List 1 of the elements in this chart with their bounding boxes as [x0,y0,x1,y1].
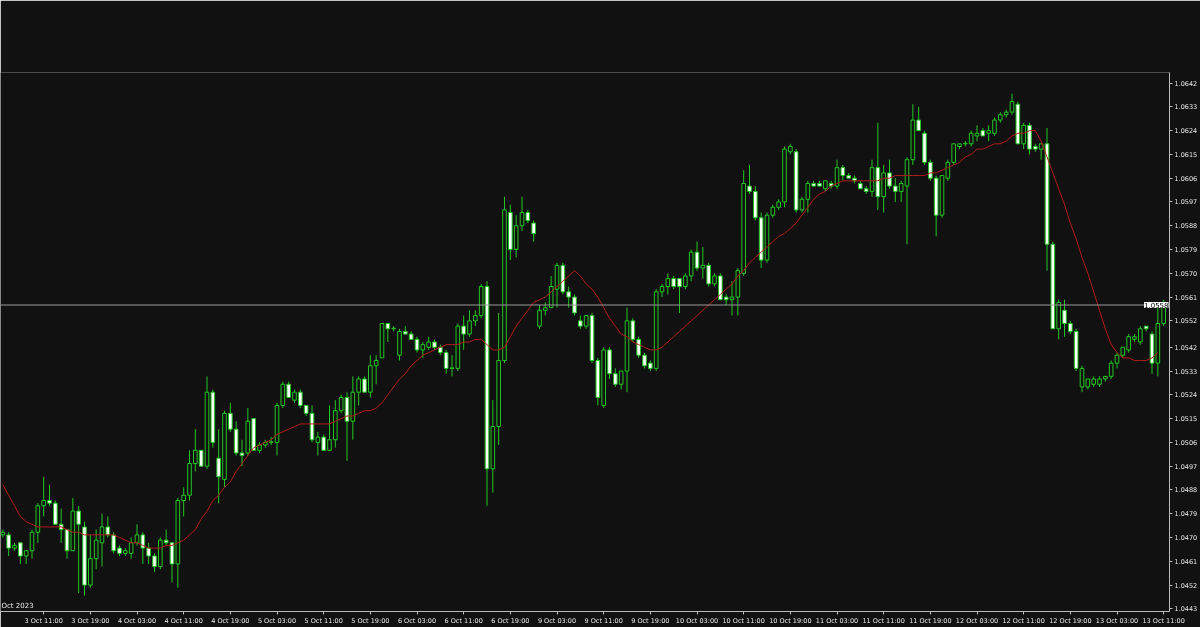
candlestick [531,219,536,243]
